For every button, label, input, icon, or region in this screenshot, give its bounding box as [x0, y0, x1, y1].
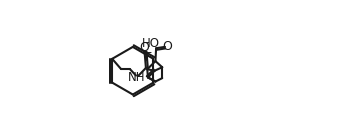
Text: O: O [163, 40, 173, 53]
Text: NH: NH [128, 71, 145, 84]
Text: HO: HO [142, 37, 160, 50]
Text: O: O [139, 41, 149, 54]
Text: F: F [144, 51, 152, 64]
